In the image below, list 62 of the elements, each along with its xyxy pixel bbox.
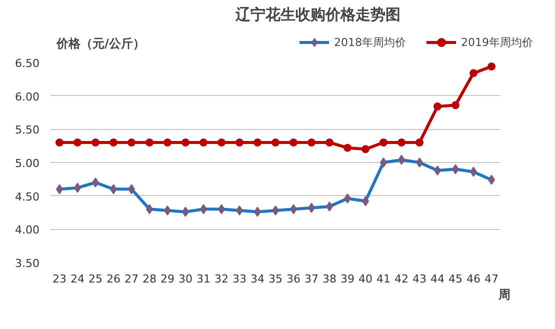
- x-tick-label: 24: [70, 272, 84, 286]
- x-tick-label: 32: [214, 272, 228, 286]
- y-axis-title: 价格（元/公斤）: [56, 36, 145, 50]
- chart-title: 辽宁花生收购价格走势图: [234, 6, 400, 24]
- x-tick-label: 35: [268, 272, 282, 286]
- point: [200, 138, 208, 146]
- point: [398, 138, 406, 146]
- point: [164, 138, 172, 146]
- point: [236, 138, 244, 146]
- y-tick-label: 5.50: [15, 124, 40, 137]
- x-tick-label: 29: [160, 272, 174, 286]
- x-tick-label: 43: [412, 272, 426, 286]
- point: [56, 138, 64, 146]
- point: [470, 69, 478, 78]
- point: [110, 138, 118, 146]
- x-tick-label: 31: [196, 272, 210, 286]
- x-tick-label: 41: [376, 272, 390, 286]
- point: [380, 138, 388, 146]
- point: [182, 138, 190, 146]
- y-tick-label: 4.00: [15, 224, 40, 237]
- point: [344, 144, 352, 152]
- point: [488, 62, 496, 70]
- x-tick-label: 42: [394, 272, 408, 286]
- point: [434, 102, 442, 110]
- x-axis-title: 周: [498, 288, 510, 302]
- point: [452, 101, 460, 110]
- point: [92, 138, 100, 146]
- x-tick-label: 47: [484, 272, 498, 286]
- point: [272, 138, 280, 146]
- x-tick-label: 45: [448, 272, 462, 286]
- x-tick-label: 34: [250, 272, 264, 286]
- point: [326, 138, 334, 146]
- y-tick-label: 3.50: [15, 257, 40, 270]
- x-tick-label: 46: [466, 272, 480, 286]
- x-tick-label: 25: [88, 272, 102, 286]
- y-tick-label: 4.50: [15, 190, 40, 204]
- x-tick-label: 27: [124, 272, 138, 286]
- point: [128, 138, 136, 146]
- x-tick-label: 38: [322, 272, 336, 286]
- y-tick-label: 5.00: [15, 157, 40, 170]
- x-tick-label: 36: [286, 272, 300, 286]
- point: [254, 138, 262, 146]
- x-tick-label: 33: [232, 272, 246, 286]
- x-tick-label: 23: [52, 272, 66, 286]
- legend-label: 2019年周均价: [461, 34, 533, 50]
- y-tick-label: 6.50: [15, 57, 40, 70]
- point: [218, 138, 226, 146]
- x-tick-label: 39: [340, 272, 354, 286]
- x-tick-label: 40: [358, 272, 372, 286]
- x-tick-label: 37: [304, 272, 318, 286]
- x-tick-label: 26: [106, 272, 120, 286]
- point: [74, 138, 82, 146]
- x-tick-label: 44: [430, 272, 444, 286]
- point: [146, 138, 154, 146]
- point: [362, 145, 370, 154]
- y-tick-label: 6.00: [15, 90, 40, 104]
- point: [308, 138, 316, 146]
- x-tick-label: 30: [178, 272, 192, 286]
- point: [290, 138, 298, 146]
- point: [416, 138, 424, 146]
- x-tick-label: 28: [142, 272, 156, 286]
- legend-label: 2018年周均价: [334, 34, 406, 50]
